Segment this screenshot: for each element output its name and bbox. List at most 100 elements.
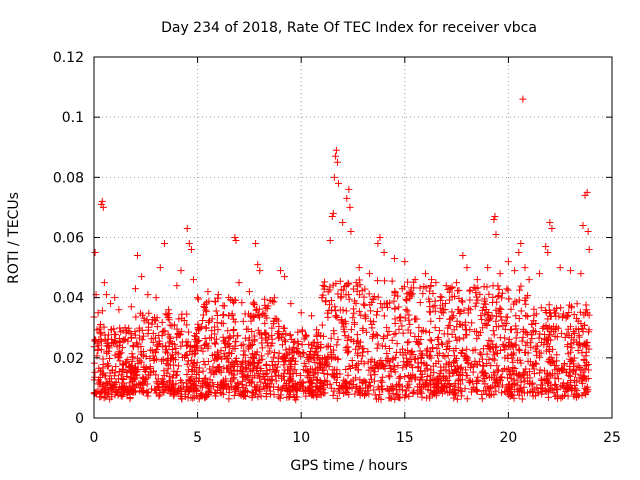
data-point — [564, 383, 572, 391]
data-point — [280, 324, 288, 332]
data-point — [511, 267, 519, 275]
data-point — [550, 389, 558, 397]
data-point — [119, 360, 127, 368]
data-point — [202, 374, 210, 382]
data-point — [489, 327, 497, 335]
data-point — [123, 372, 131, 380]
data-point — [352, 299, 360, 307]
data-point — [343, 336, 351, 344]
data-point — [228, 377, 236, 385]
data-point — [95, 341, 103, 349]
data-point — [436, 304, 444, 312]
data-point — [276, 394, 284, 402]
data-point — [455, 294, 463, 302]
data-point — [173, 325, 181, 333]
data-point — [565, 371, 573, 379]
data-point — [104, 390, 112, 398]
data-point — [339, 286, 347, 294]
data-point — [152, 387, 160, 395]
data-point — [192, 333, 200, 341]
data-point — [325, 362, 333, 370]
data-point — [360, 391, 368, 399]
data-point — [466, 377, 474, 385]
data-point — [156, 264, 164, 272]
data-point — [266, 296, 274, 304]
data-point — [116, 324, 124, 332]
data-point — [492, 230, 500, 238]
data-point — [384, 387, 392, 395]
data-point — [249, 314, 257, 322]
data-point — [99, 203, 107, 211]
data-point — [396, 348, 404, 356]
data-point — [489, 293, 497, 301]
data-point — [429, 390, 437, 398]
data-point — [373, 308, 381, 316]
data-point — [254, 393, 262, 401]
data-point — [136, 326, 144, 334]
data-point — [521, 369, 529, 377]
data-point — [143, 316, 151, 324]
data-point — [384, 331, 392, 339]
data-point — [278, 374, 286, 382]
data-point — [349, 376, 357, 384]
data-point — [417, 388, 425, 396]
data-point — [329, 209, 337, 217]
data-point — [547, 359, 555, 367]
data-point — [116, 350, 124, 358]
data-point — [334, 385, 342, 393]
data-point — [145, 309, 153, 317]
data-point — [497, 377, 505, 385]
data-point — [575, 333, 583, 341]
data-point — [354, 360, 362, 368]
data-point — [206, 317, 214, 325]
data-point — [371, 358, 379, 366]
data-point — [334, 179, 342, 187]
data-point — [315, 359, 323, 367]
data-point — [160, 367, 168, 375]
data-point — [239, 340, 247, 348]
data-point — [164, 357, 172, 365]
data-point — [570, 363, 578, 371]
data-point — [302, 333, 310, 341]
data-point — [310, 350, 318, 358]
data-point — [107, 325, 115, 333]
data-point — [432, 392, 440, 400]
data-point — [463, 264, 471, 272]
data-point — [386, 358, 394, 366]
data-point — [163, 349, 171, 357]
data-point — [485, 315, 493, 323]
data-point — [366, 270, 374, 278]
data-point — [239, 391, 247, 399]
data-point — [493, 367, 501, 375]
data-point — [205, 318, 213, 326]
data-point — [345, 362, 353, 370]
data-point — [245, 358, 253, 366]
data-point — [385, 344, 393, 352]
data-point — [319, 281, 327, 289]
data-point — [522, 312, 530, 320]
data-point — [326, 380, 334, 388]
data-point — [187, 375, 195, 383]
data-point — [488, 312, 496, 320]
data-point — [253, 305, 261, 313]
data-point — [437, 297, 445, 305]
data-point — [573, 391, 581, 399]
data-point — [433, 345, 441, 353]
data-point — [138, 387, 146, 395]
data-point — [208, 327, 216, 335]
data-point — [154, 341, 162, 349]
data-point — [450, 292, 458, 300]
data-point — [262, 382, 270, 390]
data-point — [266, 387, 274, 395]
data-point — [479, 324, 487, 332]
data-point — [322, 297, 330, 305]
data-point — [160, 388, 168, 396]
data-point — [343, 379, 351, 387]
data-point — [487, 362, 495, 370]
data-point — [367, 375, 375, 383]
data-point — [387, 394, 395, 402]
data-point — [403, 296, 411, 304]
data-point — [329, 391, 337, 399]
data-point — [218, 382, 226, 390]
